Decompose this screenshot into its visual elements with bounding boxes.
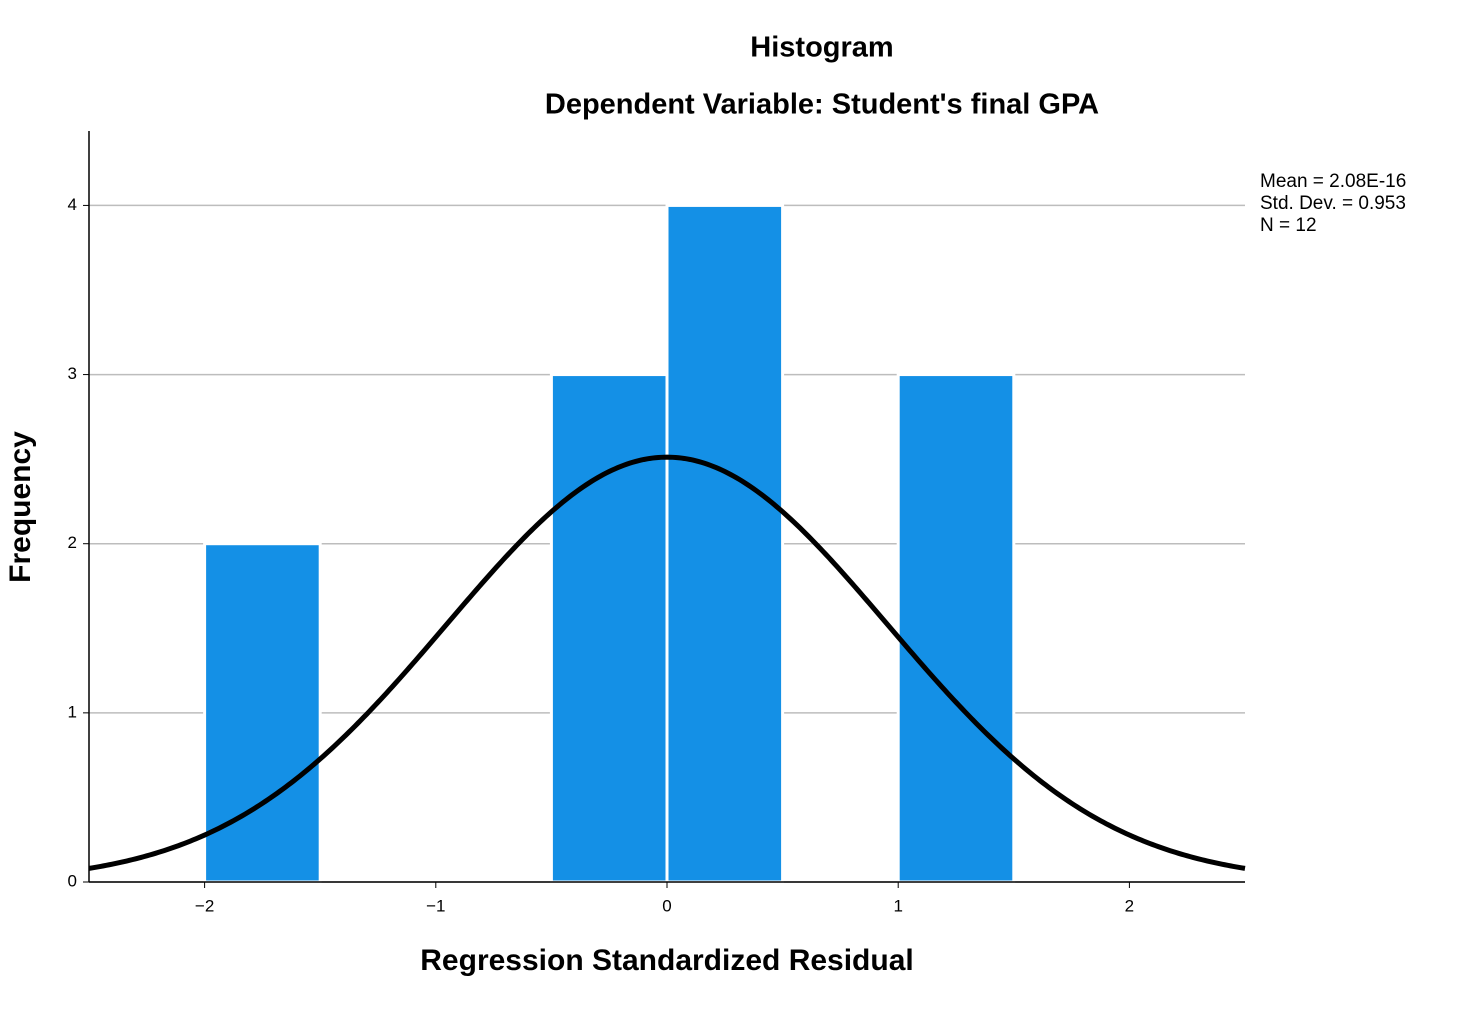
stat-mean: Mean = 2.08E-16	[1260, 171, 1406, 192]
x-tick-label: 2	[1125, 896, 1134, 915]
bar	[896, 373, 1016, 884]
chart-title: Histogram	[750, 32, 893, 64]
bar	[665, 203, 785, 884]
bar	[203, 542, 322, 884]
x-tick-label: −1	[426, 896, 445, 915]
y-tick-label: 4	[68, 195, 77, 214]
y-tick-label: 2	[68, 533, 77, 552]
chart-subtitle: Dependent Variable: Student's final GPA	[545, 89, 1099, 121]
x-tick-label: 0	[662, 896, 671, 915]
x-axis-title: Regression Standardized Residual	[420, 944, 913, 977]
normal-curve	[88, 454, 1246, 871]
stat-n: N = 12	[1260, 215, 1317, 236]
bar	[549, 373, 669, 884]
y-tick-label: 0	[68, 871, 77, 890]
x-tick-label: 1	[893, 896, 902, 915]
y-tick-label: 1	[68, 702, 77, 721]
y-tick-label: 3	[68, 364, 77, 383]
y-axis-title: Frequency	[4, 431, 37, 583]
x-tick-label: −2	[195, 896, 214, 915]
stat-std-dev: Std. Dev. = 0.953	[1260, 193, 1406, 214]
